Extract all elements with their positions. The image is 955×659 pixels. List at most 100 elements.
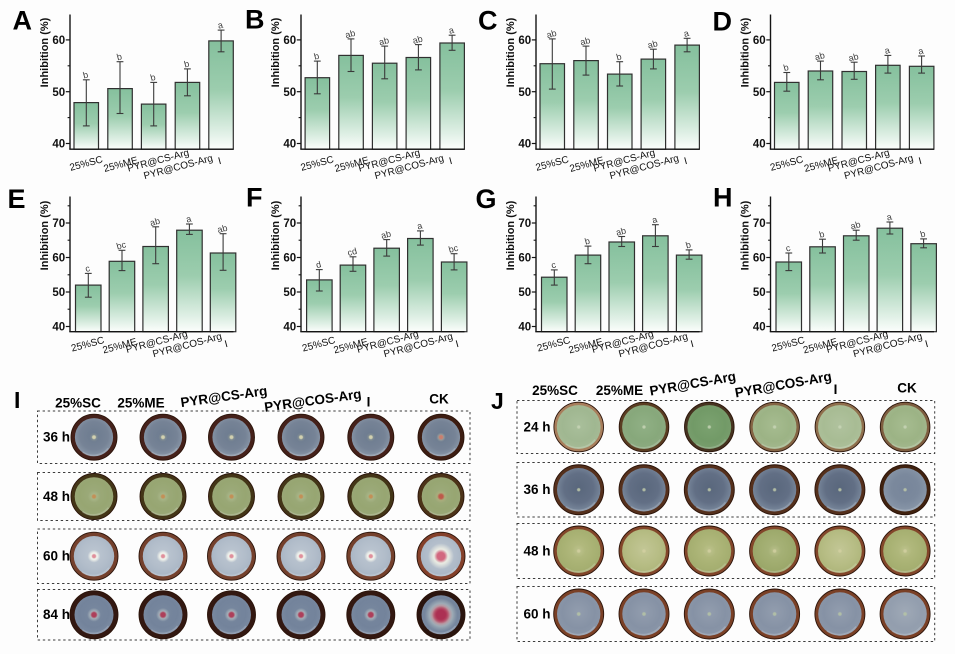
svg-text:a: a — [883, 45, 890, 56]
svg-text:70: 70 — [518, 218, 531, 230]
svg-text:70: 70 — [753, 218, 766, 230]
svg-text:cd: cd — [346, 246, 358, 258]
svg-text:70: 70 — [283, 218, 296, 230]
svg-text:60: 60 — [753, 253, 766, 265]
svg-text:I: I — [455, 339, 461, 350]
svg-text:B: B — [245, 5, 265, 35]
svg-text:50: 50 — [518, 287, 531, 299]
svg-text:ab: ab — [545, 28, 557, 40]
svg-text:ab: ab — [814, 50, 826, 62]
svg-text:50: 50 — [518, 87, 531, 99]
svg-text:84 h: 84 h — [43, 607, 70, 622]
svg-text:I: I — [367, 395, 371, 410]
svg-text:c: c — [785, 243, 792, 254]
svg-text:50: 50 — [283, 287, 296, 299]
svg-text:a: a — [885, 212, 892, 223]
svg-text:ab: ab — [847, 51, 859, 63]
svg-text:40: 40 — [52, 139, 65, 151]
svg-text:ab: ab — [380, 229, 392, 241]
svg-text:60: 60 — [283, 253, 296, 265]
svg-text:ab: ab — [216, 223, 228, 235]
svg-text:48 h: 48 h — [43, 489, 70, 504]
svg-text:Inhibition (%): Inhibition (%) — [505, 200, 517, 270]
svg-text:50: 50 — [753, 287, 766, 299]
svg-text:ab: ab — [378, 35, 390, 47]
svg-text:b: b — [149, 72, 156, 83]
svg-text:25%SC: 25%SC — [55, 396, 101, 411]
svg-text:40: 40 — [283, 322, 296, 334]
svg-text:bc: bc — [447, 243, 459, 255]
svg-text:b: b — [818, 229, 825, 240]
svg-text:60: 60 — [753, 35, 766, 47]
svg-text:ab: ab — [411, 34, 423, 46]
svg-text:a: a — [217, 20, 224, 31]
svg-text:60: 60 — [518, 35, 531, 47]
svg-text:25%ME: 25%ME — [596, 383, 643, 398]
svg-text:b: b — [685, 240, 692, 251]
svg-text:25%SC: 25%SC — [532, 383, 578, 398]
svg-text:50: 50 — [52, 87, 65, 99]
svg-text:b: b — [615, 51, 622, 62]
svg-text:I: I — [683, 156, 689, 167]
svg-text:Inhibition (%): Inhibition (%) — [740, 17, 752, 87]
svg-text:a: a — [185, 214, 192, 225]
svg-text:40: 40 — [518, 139, 531, 151]
svg-text:C: C — [478, 6, 498, 36]
svg-text:40: 40 — [283, 139, 296, 151]
svg-text:50: 50 — [283, 87, 296, 99]
svg-text:ab: ab — [646, 38, 658, 50]
svg-text:a: a — [448, 25, 455, 36]
svg-text:Inhibition (%): Inhibition (%) — [39, 17, 51, 87]
svg-text:b: b — [584, 236, 591, 247]
svg-text:60 h: 60 h — [524, 606, 551, 621]
svg-text:I: I — [217, 156, 223, 167]
svg-text:70: 70 — [52, 218, 65, 230]
svg-text:Inhibition (%): Inhibition (%) — [270, 200, 282, 270]
svg-text:a: a — [917, 46, 924, 57]
svg-text:a: a — [416, 221, 423, 232]
svg-text:40: 40 — [52, 322, 65, 334]
svg-text:c: c — [550, 259, 557, 270]
svg-text:H: H — [713, 183, 733, 213]
svg-text:CK: CK — [897, 381, 917, 396]
svg-text:a: a — [683, 28, 690, 39]
svg-text:A: A — [13, 6, 33, 36]
svg-text:a: a — [651, 214, 658, 225]
svg-text:d: d — [315, 259, 322, 270]
svg-text:60: 60 — [52, 253, 65, 265]
svg-text:I: I — [924, 339, 930, 350]
svg-text:40: 40 — [518, 322, 531, 334]
svg-text:J: J — [491, 388, 504, 414]
svg-text:40: 40 — [753, 139, 766, 151]
svg-text:D: D — [713, 7, 733, 37]
svg-text:24 h: 24 h — [524, 419, 551, 434]
svg-text:60: 60 — [283, 35, 296, 47]
svg-text:b: b — [82, 69, 89, 80]
svg-text:bc: bc — [115, 239, 127, 251]
svg-text:I: I — [14, 387, 20, 413]
svg-text:b: b — [782, 62, 789, 73]
svg-text:b: b — [183, 59, 190, 70]
svg-text:b: b — [313, 51, 320, 62]
svg-text:60: 60 — [52, 35, 65, 47]
svg-text:ab: ab — [344, 28, 356, 40]
svg-text:ab: ab — [149, 216, 161, 228]
svg-text:F: F — [246, 183, 263, 213]
svg-text:25%ME: 25%ME — [117, 396, 164, 411]
svg-text:Inhibition (%): Inhibition (%) — [505, 17, 517, 87]
svg-text:G: G — [476, 184, 497, 214]
svg-text:50: 50 — [52, 287, 65, 299]
svg-text:ab: ab — [615, 225, 627, 237]
svg-text:50: 50 — [753, 87, 766, 99]
svg-text:48 h: 48 h — [524, 543, 551, 558]
svg-text:Inhibition (%): Inhibition (%) — [740, 200, 752, 270]
svg-text:60: 60 — [518, 253, 531, 265]
svg-text:I: I — [834, 382, 838, 397]
svg-text:b: b — [116, 51, 123, 62]
svg-text:36 h: 36 h — [43, 430, 70, 445]
svg-text:I: I — [224, 339, 230, 350]
svg-text:b: b — [919, 229, 926, 240]
svg-text:I: I — [690, 339, 696, 350]
svg-text:I: I — [448, 156, 454, 167]
svg-text:I: I — [918, 156, 924, 167]
